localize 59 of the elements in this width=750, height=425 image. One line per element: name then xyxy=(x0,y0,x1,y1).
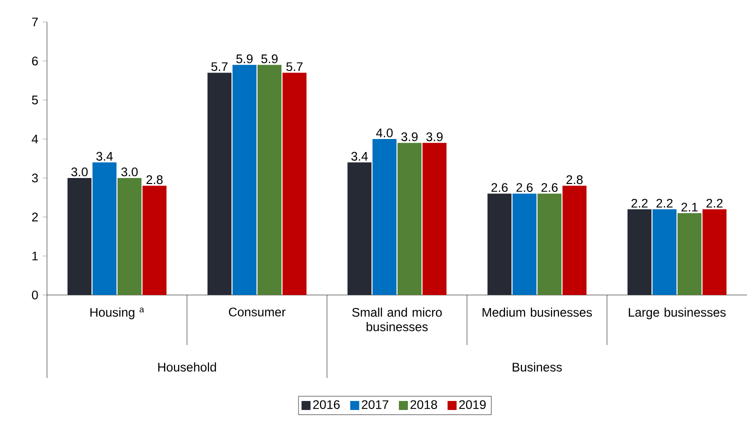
legend-label: 2016 xyxy=(313,400,340,410)
bar xyxy=(538,194,562,295)
data-label: 4.0 xyxy=(376,128,393,138)
data-label: 2.8 xyxy=(566,175,583,184)
bar xyxy=(258,64,282,295)
data-label: 2.6 xyxy=(491,183,508,192)
bar xyxy=(142,186,166,295)
bar xyxy=(512,194,537,295)
x-tick-label: Medium businesses xyxy=(482,308,592,317)
x-tick-label: Small and micro businesses xyxy=(352,308,442,332)
bar xyxy=(92,162,116,295)
bar xyxy=(118,178,142,295)
data-label: 2.2 xyxy=(706,198,723,208)
y-tick-label: 0 xyxy=(32,290,38,300)
data-label: 5.9 xyxy=(261,54,278,64)
x-tick-label: Housing $^{a}$ xyxy=(90,308,144,320)
data-label: 3.0 xyxy=(121,167,138,176)
data-label: 2.6 xyxy=(541,183,558,192)
bar xyxy=(68,178,92,295)
y-tick-label: 1 xyxy=(32,252,38,260)
data-label: 2.1 xyxy=(681,202,698,212)
data-label: 3.9 xyxy=(401,132,418,142)
y-tick-label: 2 xyxy=(32,212,38,222)
bar xyxy=(488,194,512,295)
y-tick-label: 4 xyxy=(32,134,38,144)
bar xyxy=(398,142,422,295)
data-label: 3.4 xyxy=(96,152,113,161)
bar xyxy=(348,162,372,295)
bar xyxy=(282,72,307,295)
data-label: 3.9 xyxy=(426,132,443,142)
x-tick-label: Large businesses xyxy=(628,308,726,320)
y-tick-label: 7 xyxy=(32,18,38,26)
text: Business xyxy=(512,362,562,372)
data-label: 2.2 xyxy=(656,198,673,208)
legend-label: 2019 xyxy=(459,400,486,410)
bar xyxy=(208,72,232,295)
data-label: 2.2 xyxy=(631,198,648,208)
data-label: 5.7 xyxy=(286,62,303,72)
text: Household xyxy=(158,362,216,372)
bar xyxy=(678,213,702,295)
bar xyxy=(562,186,587,295)
bar xyxy=(628,209,652,295)
legend-label: 2017 xyxy=(362,400,388,410)
data-label: 2.8 xyxy=(146,175,163,184)
y-tick-label: 6 xyxy=(32,56,38,66)
bar xyxy=(232,64,256,295)
data-label: 5.7 xyxy=(211,62,228,72)
y-tick-label: 5 xyxy=(32,96,38,104)
data-label: 2.6 xyxy=(516,183,533,192)
bar xyxy=(702,209,727,295)
bar xyxy=(422,142,447,295)
data-label: 3.4 xyxy=(351,152,368,161)
x-tick-label: Consumer xyxy=(228,308,286,316)
y-tick-label: 3 xyxy=(32,174,38,182)
bar xyxy=(372,139,397,295)
data-label: 5.9 xyxy=(236,54,253,64)
bar xyxy=(652,209,677,295)
data-label: 3.0 xyxy=(71,167,88,176)
legend-label: 2018 xyxy=(410,400,438,410)
